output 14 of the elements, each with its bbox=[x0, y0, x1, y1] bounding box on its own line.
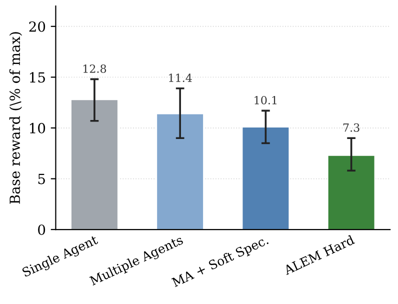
data-label: 10.1 bbox=[254, 96, 276, 104]
bar bbox=[156, 113, 204, 230]
bar bbox=[242, 126, 290, 230]
y-tick-label: 5 bbox=[38, 174, 45, 184]
data-label: 7.3 bbox=[343, 123, 360, 132]
bar bbox=[70, 98, 119, 230]
y-axis-title: Base reward (\% of max) bbox=[9, 32, 22, 204]
y-tick-label: 0 bbox=[38, 224, 46, 235]
y-tick-label: 10 bbox=[30, 122, 46, 134]
data-label: 12.8 bbox=[83, 64, 106, 73]
bar bbox=[327, 154, 376, 230]
y-tick-label: 20 bbox=[29, 21, 46, 32]
data-label: 11.4 bbox=[169, 74, 192, 82]
y-tick-label: 15 bbox=[30, 72, 45, 83]
